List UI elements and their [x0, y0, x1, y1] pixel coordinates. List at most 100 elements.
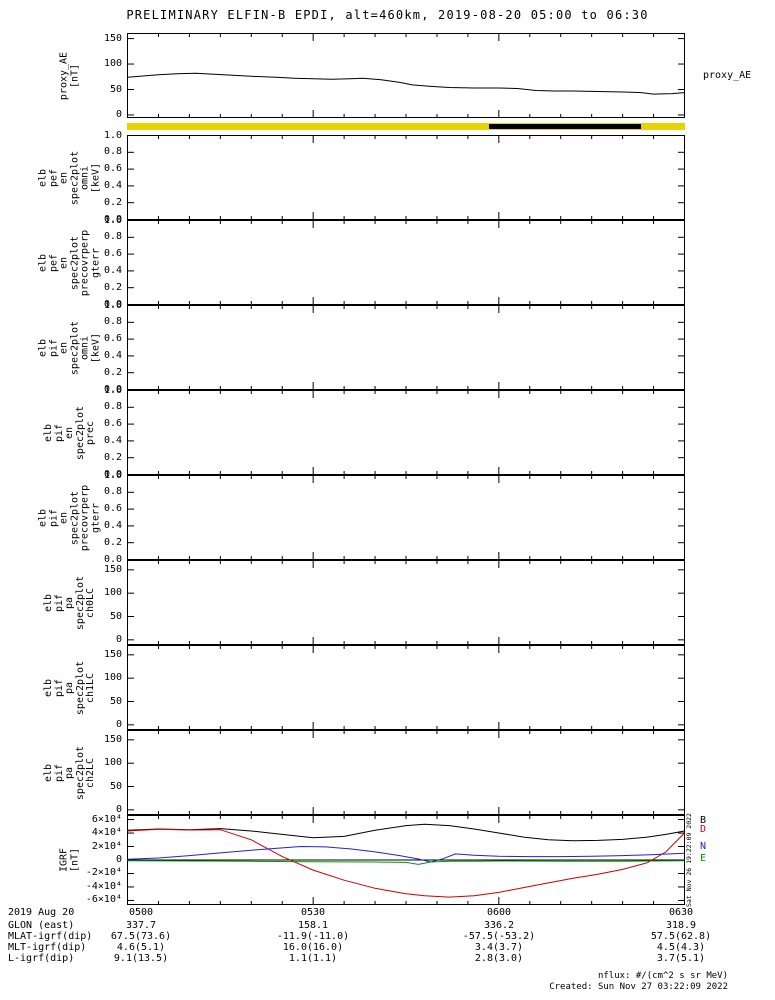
side-timestamp: Sat Nov 26 19:22:09 2022	[685, 813, 693, 907]
y-tick-label: 0.8	[103, 401, 122, 413]
value-cell: 1.1(1.1)	[288, 953, 338, 964]
mode-strip-bar	[127, 123, 685, 130]
panel-elb-pef-en-spec2plot-precovrperp-gterr: 0.0 0.2 0.4 0.6 0.8 1.0 elb pef en spec2plot p…	[0, 215, 775, 310]
panel-plot-elb-pef-en-spec2plot-omni	[127, 135, 685, 220]
y-tick-label: 1.0	[103, 299, 122, 311]
right-label-proxy-ae: proxy_AE	[703, 69, 752, 81]
y-tick-label: -6×10⁴	[85, 894, 122, 906]
y-tick-label: 0.0	[103, 468, 122, 480]
value-cell: -11.9(-11.0)	[276, 931, 350, 942]
y-tick-label: 0.4	[103, 179, 122, 191]
axis-label-elb-pif-en-spec2plot-omni: elb pif en spec2plot omni [keV]	[37, 320, 102, 375]
x-tick-label: 0600	[486, 907, 512, 918]
y-tick-label: 150	[103, 32, 122, 44]
panel-plot-elb-pif-en-spec2plot-omni	[127, 305, 685, 390]
y-tick-label: 0.8	[103, 231, 122, 243]
y-tick-label: 2×10⁴	[91, 840, 122, 852]
y-tick-label: 0	[115, 633, 122, 645]
y-tick-label: 0.2	[103, 196, 122, 208]
value-cell: 57.5(62.8)	[650, 931, 712, 942]
y-tick-label: 0.6	[103, 248, 122, 260]
value-cell: 4.6(5.1)	[116, 942, 166, 953]
x-tick-label: 0530	[300, 907, 326, 918]
panel-elb-pef-en-spec2plot-omni: 0.0 0.2 0.4 0.6 0.8 1.0 elb pef en spec2plot o…	[0, 130, 775, 225]
y-tick-label: 0.6	[103, 503, 122, 515]
value-cell: 4.5(4.3)	[656, 942, 706, 953]
series-B	[127, 823, 685, 842]
bottom-annotations: 2019 Aug 20 nflux: #/(cm^2 s sr MeV) Cre…	[0, 905, 775, 1000]
y-tick-label: 0.8	[103, 146, 122, 158]
row-label-4: L-igrf(dip)	[8, 953, 75, 964]
panel-plot-elb-pif-pa-spec2plot-ch0LC	[127, 560, 685, 645]
nflux-note: nflux: #/(cm^2 s sr MeV)	[597, 971, 728, 981]
series-N	[127, 845, 685, 863]
panel-plot-elb-pef-en-spec2plot-precovrperp-gterr	[127, 220, 685, 305]
value-cell: 158.1	[297, 920, 329, 931]
axis-label-elb-pif-en-spec2plot-precovrperp-gterr: elb pif en spec2plot precovrperp gterr	[37, 484, 102, 551]
y-tick-label: 0.2	[103, 281, 122, 293]
series-proxy_AE	[127, 72, 685, 95]
y-tick-label: 0.0	[103, 383, 122, 395]
axis-label-elb-pif-en-spec2plot-prec: elb pif en spec2plot prec	[42, 405, 96, 460]
row-label-1: GLON (east)	[8, 920, 75, 931]
y-tick-label: 0.4	[103, 264, 122, 276]
y-tick-label: 0	[115, 108, 122, 120]
y-tick-label: -4×10⁴	[85, 880, 122, 892]
panel-elb-pif-pa-spec2plot-ch1LC: 0 50 100 150 elb pif pa spec2plot ch1LC	[0, 645, 775, 730]
y-tick-label: 50	[109, 695, 122, 707]
y-tick-label: 0.6	[103, 163, 122, 175]
y-tick-label: 50	[109, 83, 122, 95]
y-tick-label: 1.0	[103, 214, 122, 226]
panel-plot-elb-pif-pa-spec2plot-ch2LC	[127, 730, 685, 815]
panel-plot-proxy-ae	[127, 33, 685, 118]
y-tick-label: 150	[103, 648, 122, 660]
created-note: Created: Sun Nov 27 03:22:09 2022	[549, 982, 728, 992]
y-tick-label: 1.0	[103, 129, 122, 141]
value-cell: 337.7	[125, 920, 157, 931]
value-cell: 2.8(3.0)	[474, 953, 524, 964]
y-tick-label: 0.4	[103, 434, 122, 446]
panel-elb-pif-en-spec2plot-prec: 0.0 0.2 0.4 0.6 0.8 1.0 elb pif en spec2plot p…	[0, 385, 775, 480]
panel-elb-pif-en-spec2plot-precovrperp-gterr: 0.0 0.2 0.4 0.6 0.8 1.0 elb pif en spec2plot p…	[0, 470, 775, 565]
series-label-N: N	[700, 841, 707, 852]
series-label-E: E	[700, 853, 707, 864]
y-tick-label: 1.0	[103, 384, 122, 396]
value-cell: 336.2	[483, 920, 515, 931]
value-cell: 67.5(73.6)	[110, 931, 172, 942]
y-tick-label: 0.6	[103, 333, 122, 345]
y-tick-label: 150	[103, 563, 122, 575]
axis-label-elb-pef-en-spec2plot-precovrperp-gterr: elb pef en spec2plot precovrperp gterr	[37, 229, 102, 296]
row-label-3: MLT-igrf(dip)	[8, 942, 87, 953]
x-tick-label: 0630	[668, 907, 694, 918]
y-tick-label: 0	[115, 718, 122, 730]
y-tick-label: 100	[103, 757, 122, 769]
value-cell: 3.7(5.1)	[656, 953, 706, 964]
y-tick-label: 0	[115, 803, 122, 815]
y-tick-label: 4×10⁴	[91, 827, 122, 839]
y-tick-label: 0.0	[103, 298, 122, 310]
date-label: 2019 Aug 20	[8, 907, 75, 918]
value-cell: 3.4(3.7)	[474, 942, 524, 953]
panel-mode-strip	[0, 123, 775, 130]
value-cell: 9.1(13.5)	[113, 953, 169, 964]
axis-label-igrf: IGRF [nT]	[58, 847, 81, 873]
y-tick-label: 0.4	[103, 349, 122, 361]
y-tick-label: 0	[115, 854, 122, 865]
panel-igrf: -6×10⁴ -4×10⁴ -2×10⁴ 0 2×10⁴ 4×10⁴ 6×10⁴ IGRF […	[0, 813, 775, 906]
axis-label-elb-pef-en-spec2plot-omni: elb pef en spec2plot omni [keV]	[37, 150, 102, 205]
y-tick-label: -2×10⁴	[85, 867, 122, 879]
y-tick-label: 0.8	[103, 316, 122, 328]
axis-label-elb-pif-pa-spec2plot-ch2LC: elb pif pa spec2plot ch2LC	[42, 745, 96, 800]
y-tick-label: 0.2	[103, 366, 122, 378]
y-tick-label: 50	[109, 780, 122, 792]
y-tick-label: 0.0	[103, 213, 122, 225]
y-tick-label: 0.8	[103, 486, 122, 498]
y-tick-label: 6×10⁴	[91, 813, 122, 825]
y-tick-label: 0.6	[103, 418, 122, 430]
panel-plot-elb-pif-en-spec2plot-prec	[127, 390, 685, 475]
y-tick-label: 0.0	[103, 553, 122, 565]
y-tick-label: 100	[103, 587, 122, 599]
panel-elb-pif-pa-spec2plot-ch2LC: 0 50 100 150 elb pif pa spec2plot ch2LC	[0, 730, 775, 815]
panel-plot-elb-pif-pa-spec2plot-ch1LC	[127, 645, 685, 730]
axis-label-proxy-ae: proxy_AE [nT]	[58, 51, 81, 100]
